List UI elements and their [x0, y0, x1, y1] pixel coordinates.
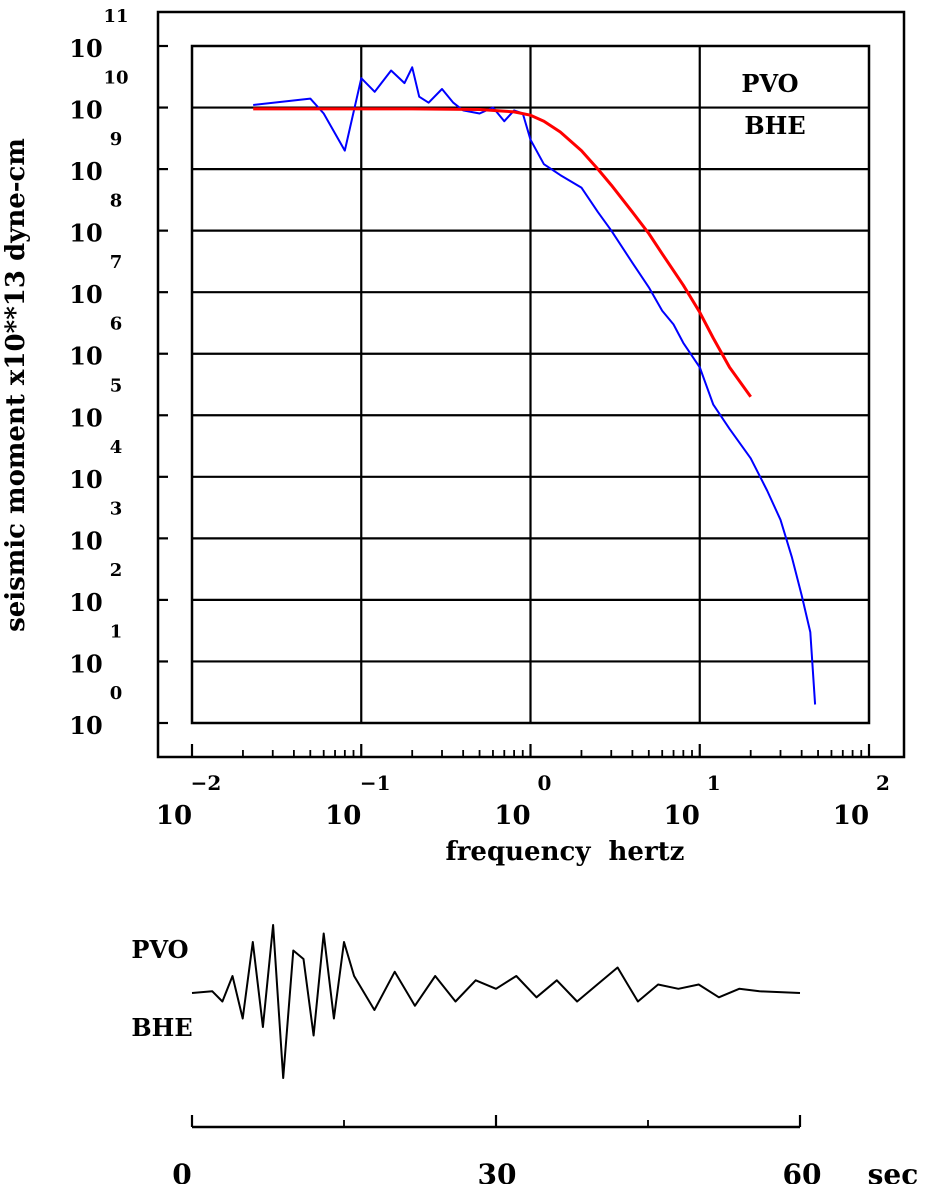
y-tick-base: 10: [69, 157, 102, 186]
y-tick-exponent: 2: [110, 560, 123, 581]
seismogram-chart: PVO BHE 0 30 60 sec: [131, 924, 919, 1184]
y-tick-base: 10: [69, 526, 102, 555]
y-tick-exponent: 4: [110, 437, 123, 458]
y-tick-exponent: 10: [103, 68, 128, 89]
time-tick-label: 60: [783, 1158, 822, 1184]
x-tick-exponent: −2: [191, 771, 222, 795]
seismogram-trace: [191, 924, 801, 1079]
y-tick-exponent: 6: [110, 314, 123, 335]
x-tick-exponent: −1: [360, 771, 391, 795]
spectrum-series-line: [253, 66, 817, 705]
spectrum-x-ticks: −2 10 −1 10 0 10 1 10 2 10: [156, 744, 890, 831]
y-tick-base: 10: [69, 96, 102, 125]
y-tick-base: 10: [69, 403, 102, 432]
x-tick-exponent: 1: [707, 771, 721, 795]
seismogram-component-label: BHE: [131, 1013, 192, 1042]
time-tick-label: 0: [172, 1158, 191, 1184]
y-tick-base: 10: [69, 465, 102, 494]
spectrum-station-label: PVO: [741, 69, 798, 98]
x-tick-base: 10: [156, 801, 192, 831]
y-tick-exponent: 11: [103, 6, 128, 27]
y-tick-exponent: 0: [110, 683, 123, 704]
x-tick-exponent: 2: [876, 771, 890, 795]
y-tick-exponent: 9: [110, 129, 123, 150]
y-tick-base: 10: [69, 342, 102, 371]
spectrum-series: [253, 66, 817, 705]
seismogram-line: [191, 924, 801, 1079]
y-tick-base: 10: [69, 649, 102, 678]
spectrum-y-axis-label: seismic moment x10**13 dyne-cm: [1, 138, 31, 632]
x-tick-base: 10: [664, 801, 700, 831]
y-tick-exponent: 5: [110, 375, 123, 396]
time-tick-label: 30: [478, 1158, 517, 1184]
y-tick-base: 10: [69, 34, 102, 63]
y-tick-exponent: 1: [110, 621, 123, 642]
y-tick-base: 10: [69, 588, 102, 617]
seismogram-station-label: PVO: [131, 935, 188, 964]
x-tick-base: 10: [833, 801, 869, 831]
time-axis-ticks: 0 30 60: [172, 1115, 821, 1184]
y-tick-base: 10: [69, 219, 102, 248]
y-tick-exponent: 7: [110, 252, 123, 273]
x-tick-exponent: 0: [538, 771, 552, 795]
y-tick-exponent: 3: [110, 498, 123, 519]
spectrum-x-axis-label: frequency hertz: [446, 837, 685, 867]
y-tick-base: 10: [69, 280, 102, 309]
model-fit-line: [253, 107, 752, 398]
spectrum-grid: [192, 46, 869, 723]
y-tick-base: 10: [69, 711, 102, 740]
y-tick-exponent: 8: [110, 191, 123, 212]
time-axis-unit: sec: [868, 1158, 919, 1184]
x-tick-base: 10: [325, 801, 361, 831]
x-tick-base: 10: [494, 801, 530, 831]
spectrum-component-label: BHE: [744, 111, 805, 140]
